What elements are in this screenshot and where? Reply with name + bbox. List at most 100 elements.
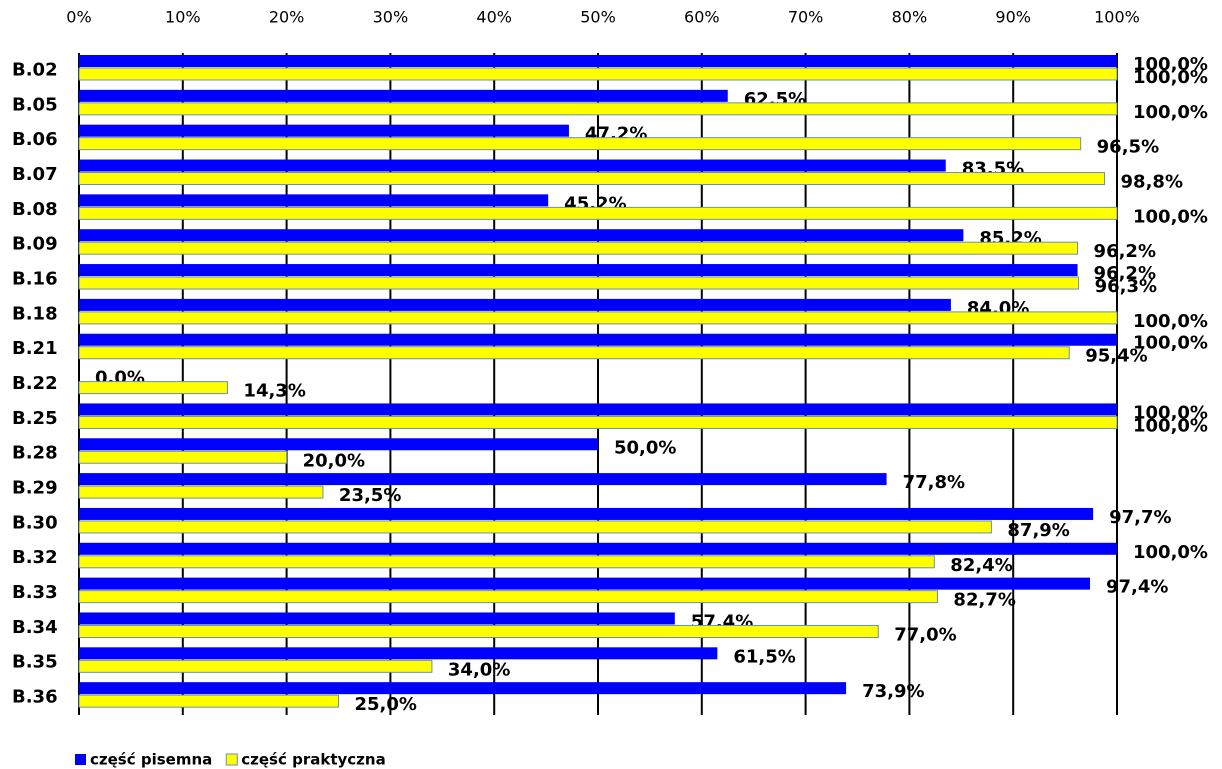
value-label: 100,0% <box>1133 102 1208 123</box>
value-label: 34,0% <box>448 659 510 680</box>
y-tick-label: B.25 <box>12 408 58 429</box>
bar <box>78 206 1118 220</box>
bar <box>79 612 675 625</box>
y-tick-label: B.28 <box>12 443 58 464</box>
value-label: 96,2% <box>1094 263 1156 284</box>
bar <box>78 694 339 708</box>
y-tick-label: B.16 <box>12 268 58 289</box>
x-tick-label: 60% <box>684 8 720 27</box>
value-label: 23,5% <box>339 485 401 506</box>
bar <box>79 194 549 207</box>
x-tick-label: 70% <box>788 8 824 27</box>
bar <box>79 682 847 695</box>
y-tick-label: B.34 <box>12 617 58 638</box>
bar <box>79 229 964 242</box>
y-tick-label: B.30 <box>12 512 58 533</box>
x-tick-label: 20% <box>269 8 305 27</box>
bar <box>79 577 1091 590</box>
y-tick-label: B.09 <box>12 234 58 255</box>
bar <box>78 485 324 499</box>
bar <box>79 333 1117 346</box>
bar <box>79 438 598 451</box>
x-tick-label: 0% <box>66 8 91 27</box>
y-tick-label: B.35 <box>12 652 58 673</box>
value-label: 100,0% <box>1133 415 1208 436</box>
value-label: 87,9% <box>1007 520 1069 541</box>
y-tick-label: B.05 <box>12 94 58 115</box>
bar <box>78 276 1080 290</box>
bar <box>79 647 718 660</box>
value-label: 100,0% <box>1133 542 1208 563</box>
value-label: 82,4% <box>950 555 1012 576</box>
y-tick-label: B.32 <box>12 547 58 568</box>
value-label: 100,0% <box>1133 206 1208 227</box>
bar <box>78 102 1118 116</box>
value-label: 25,0% <box>355 694 417 715</box>
x-tick-label: 30% <box>373 8 409 27</box>
value-label: 96,2% <box>1094 241 1156 262</box>
bar <box>78 415 1118 429</box>
bar <box>79 542 1117 555</box>
value-label: 100,0% <box>1133 54 1208 75</box>
bar <box>79 403 1117 416</box>
bar <box>78 346 1070 360</box>
y-tick-label: B.29 <box>12 478 58 499</box>
bar <box>79 298 951 311</box>
legend-label: część pisemna <box>90 751 212 769</box>
bar <box>78 241 1079 255</box>
legend-swatch <box>225 753 238 766</box>
bar <box>79 124 569 137</box>
y-tick-label: B.07 <box>12 164 58 185</box>
value-label: 97,4% <box>1106 577 1168 598</box>
bar <box>78 450 288 464</box>
bar <box>79 507 1094 520</box>
x-tick-label: 90% <box>995 8 1031 27</box>
bar <box>78 137 1082 151</box>
x-tick-label: 100% <box>1094 8 1140 27</box>
y-tick-label: B.36 <box>12 687 58 708</box>
bar <box>78 67 1118 81</box>
value-label: 97,7% <box>1109 507 1171 528</box>
value-label: 100,0% <box>1133 67 1208 88</box>
bar <box>78 624 879 638</box>
bar <box>79 55 1117 67</box>
value-label: 82,7% <box>953 590 1015 611</box>
bar <box>79 89 728 102</box>
value-label: 73,9% <box>862 681 924 702</box>
bar <box>78 381 228 395</box>
value-label: 61,5% <box>733 646 795 667</box>
bar <box>78 520 992 534</box>
bar <box>78 311 1118 325</box>
value-label: 95,4% <box>1085 346 1147 367</box>
bar <box>78 172 1106 186</box>
value-label: 14,3% <box>243 381 305 402</box>
value-label: 100,0% <box>1133 402 1208 423</box>
y-tick-label: B.18 <box>12 303 58 324</box>
y-tick-label: B.21 <box>12 338 58 359</box>
value-label: 96,5% <box>1097 137 1159 158</box>
bar <box>78 590 938 604</box>
x-tick-label: 50% <box>580 8 616 27</box>
x-tick-label: 10% <box>165 8 201 27</box>
value-label: 98,8% <box>1121 172 1183 193</box>
bar <box>79 159 946 172</box>
legend-swatch <box>75 754 86 765</box>
value-label: 20,0% <box>303 450 365 471</box>
x-tick-label: 40% <box>476 8 512 27</box>
value-label: 77,8% <box>903 472 965 493</box>
y-tick-label: B.22 <box>12 373 58 394</box>
value-label: 96,3% <box>1095 276 1157 297</box>
value-label: 77,0% <box>894 624 956 645</box>
y-tick-label: B.02 <box>12 59 58 80</box>
bar <box>78 659 433 673</box>
value-label: 100,0% <box>1133 333 1208 354</box>
x-tick-label: 80% <box>892 8 928 27</box>
y-tick-label: B.08 <box>12 199 58 220</box>
bar <box>78 555 935 569</box>
value-label: 100,0% <box>1133 311 1208 332</box>
legend-label: część praktyczna <box>241 751 385 769</box>
value-label: 50,0% <box>614 437 676 458</box>
bar <box>79 264 1078 277</box>
y-tick-label: B.06 <box>12 129 58 150</box>
